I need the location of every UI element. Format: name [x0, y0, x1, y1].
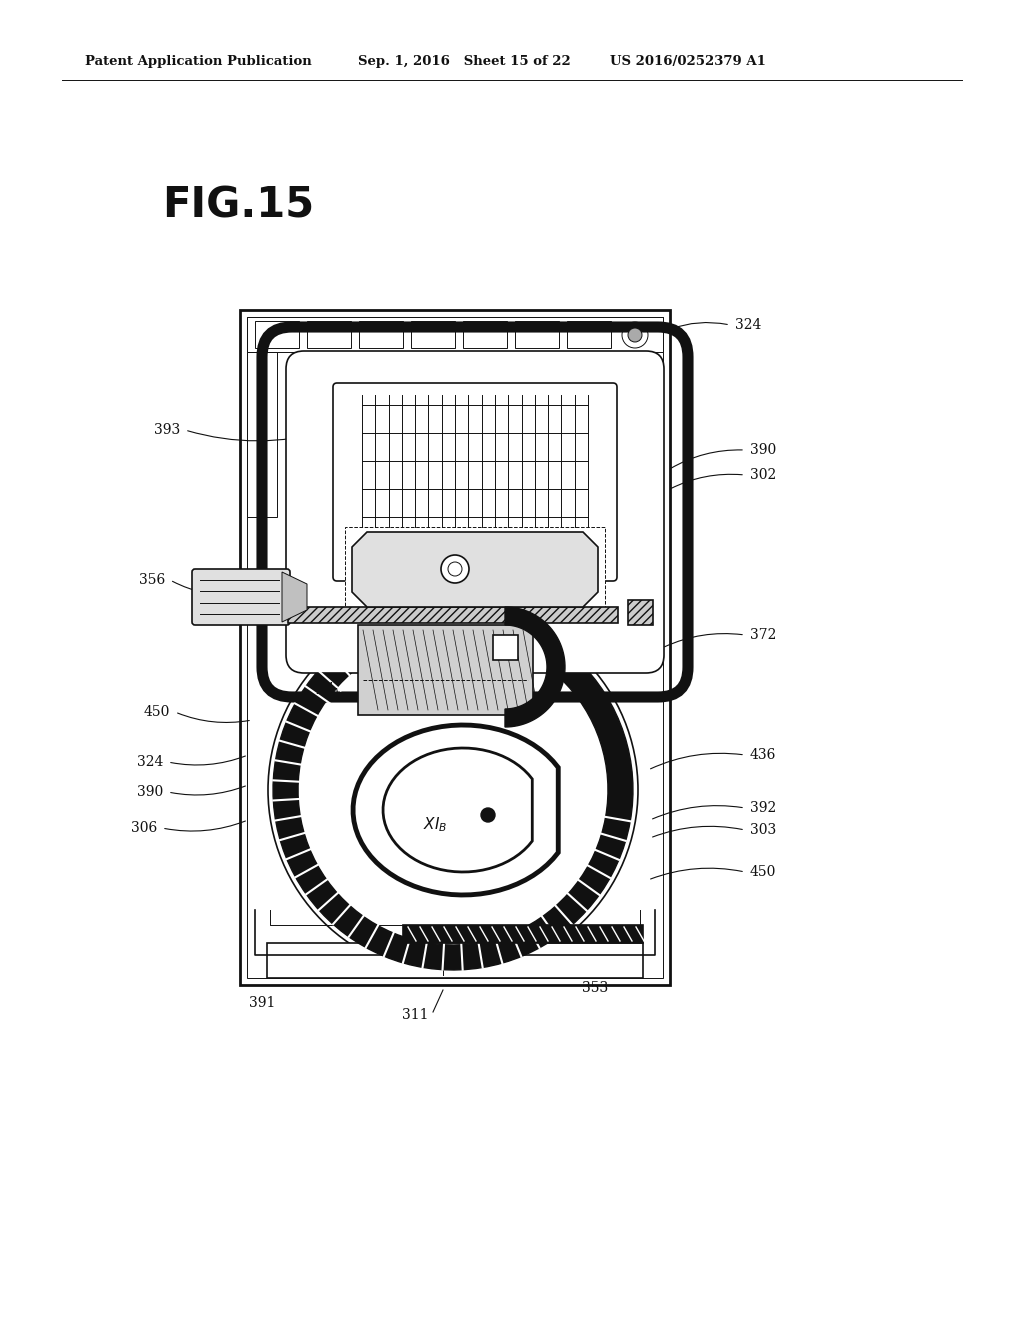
- Bar: [247, 317, 663, 978]
- FancyBboxPatch shape: [193, 569, 290, 624]
- Bar: [403, 925, 643, 942]
- Bar: [247, 352, 278, 517]
- Circle shape: [628, 327, 642, 342]
- Bar: [307, 321, 351, 348]
- Circle shape: [268, 605, 638, 975]
- Text: 372: 372: [750, 628, 776, 642]
- Bar: [247, 317, 663, 352]
- Text: Patent Application Publication: Patent Application Publication: [85, 55, 311, 69]
- FancyBboxPatch shape: [333, 383, 617, 581]
- Bar: [567, 321, 611, 348]
- Bar: [240, 310, 670, 985]
- Text: 356: 356: [138, 573, 165, 587]
- Text: 353: 353: [582, 981, 608, 995]
- Text: 390: 390: [137, 785, 163, 799]
- Text: 324: 324: [735, 318, 762, 333]
- Text: 391: 391: [249, 997, 275, 1010]
- Bar: [267, 942, 643, 978]
- Text: $XI_A$: $XI_A$: [316, 681, 340, 700]
- Text: 302: 302: [750, 469, 776, 482]
- Circle shape: [441, 554, 469, 583]
- Bar: [411, 321, 455, 348]
- Text: FIG.15: FIG.15: [162, 183, 314, 226]
- Circle shape: [622, 322, 648, 348]
- Text: 450: 450: [750, 865, 776, 879]
- FancyBboxPatch shape: [286, 351, 664, 673]
- Bar: [345, 527, 605, 612]
- Polygon shape: [353, 725, 558, 895]
- Text: 436: 436: [750, 748, 776, 762]
- Text: Sep. 1, 2016   Sheet 15 of 22: Sep. 1, 2016 Sheet 15 of 22: [358, 55, 570, 69]
- Text: $XI_B$: $XI_B$: [423, 816, 447, 834]
- Polygon shape: [282, 572, 307, 622]
- Text: 324: 324: [136, 755, 163, 770]
- Text: 392: 392: [750, 801, 776, 814]
- Text: 390: 390: [750, 444, 776, 457]
- Text: 306: 306: [131, 821, 157, 836]
- Bar: [359, 321, 403, 348]
- Text: US 2016/0252379 A1: US 2016/0252379 A1: [610, 55, 766, 69]
- Bar: [628, 601, 653, 624]
- Bar: [515, 321, 559, 348]
- Text: 303: 303: [750, 822, 776, 837]
- Bar: [358, 624, 534, 715]
- Text: 311: 311: [401, 1008, 428, 1022]
- Circle shape: [481, 808, 495, 822]
- Bar: [255, 321, 299, 348]
- Polygon shape: [273, 610, 633, 970]
- Text: 393: 393: [154, 422, 180, 437]
- Polygon shape: [383, 748, 532, 873]
- Text: 450: 450: [143, 705, 170, 719]
- Polygon shape: [505, 607, 565, 727]
- Bar: [493, 635, 518, 660]
- Bar: [463, 321, 507, 348]
- Polygon shape: [352, 532, 598, 607]
- Circle shape: [449, 562, 462, 576]
- Bar: [288, 607, 618, 623]
